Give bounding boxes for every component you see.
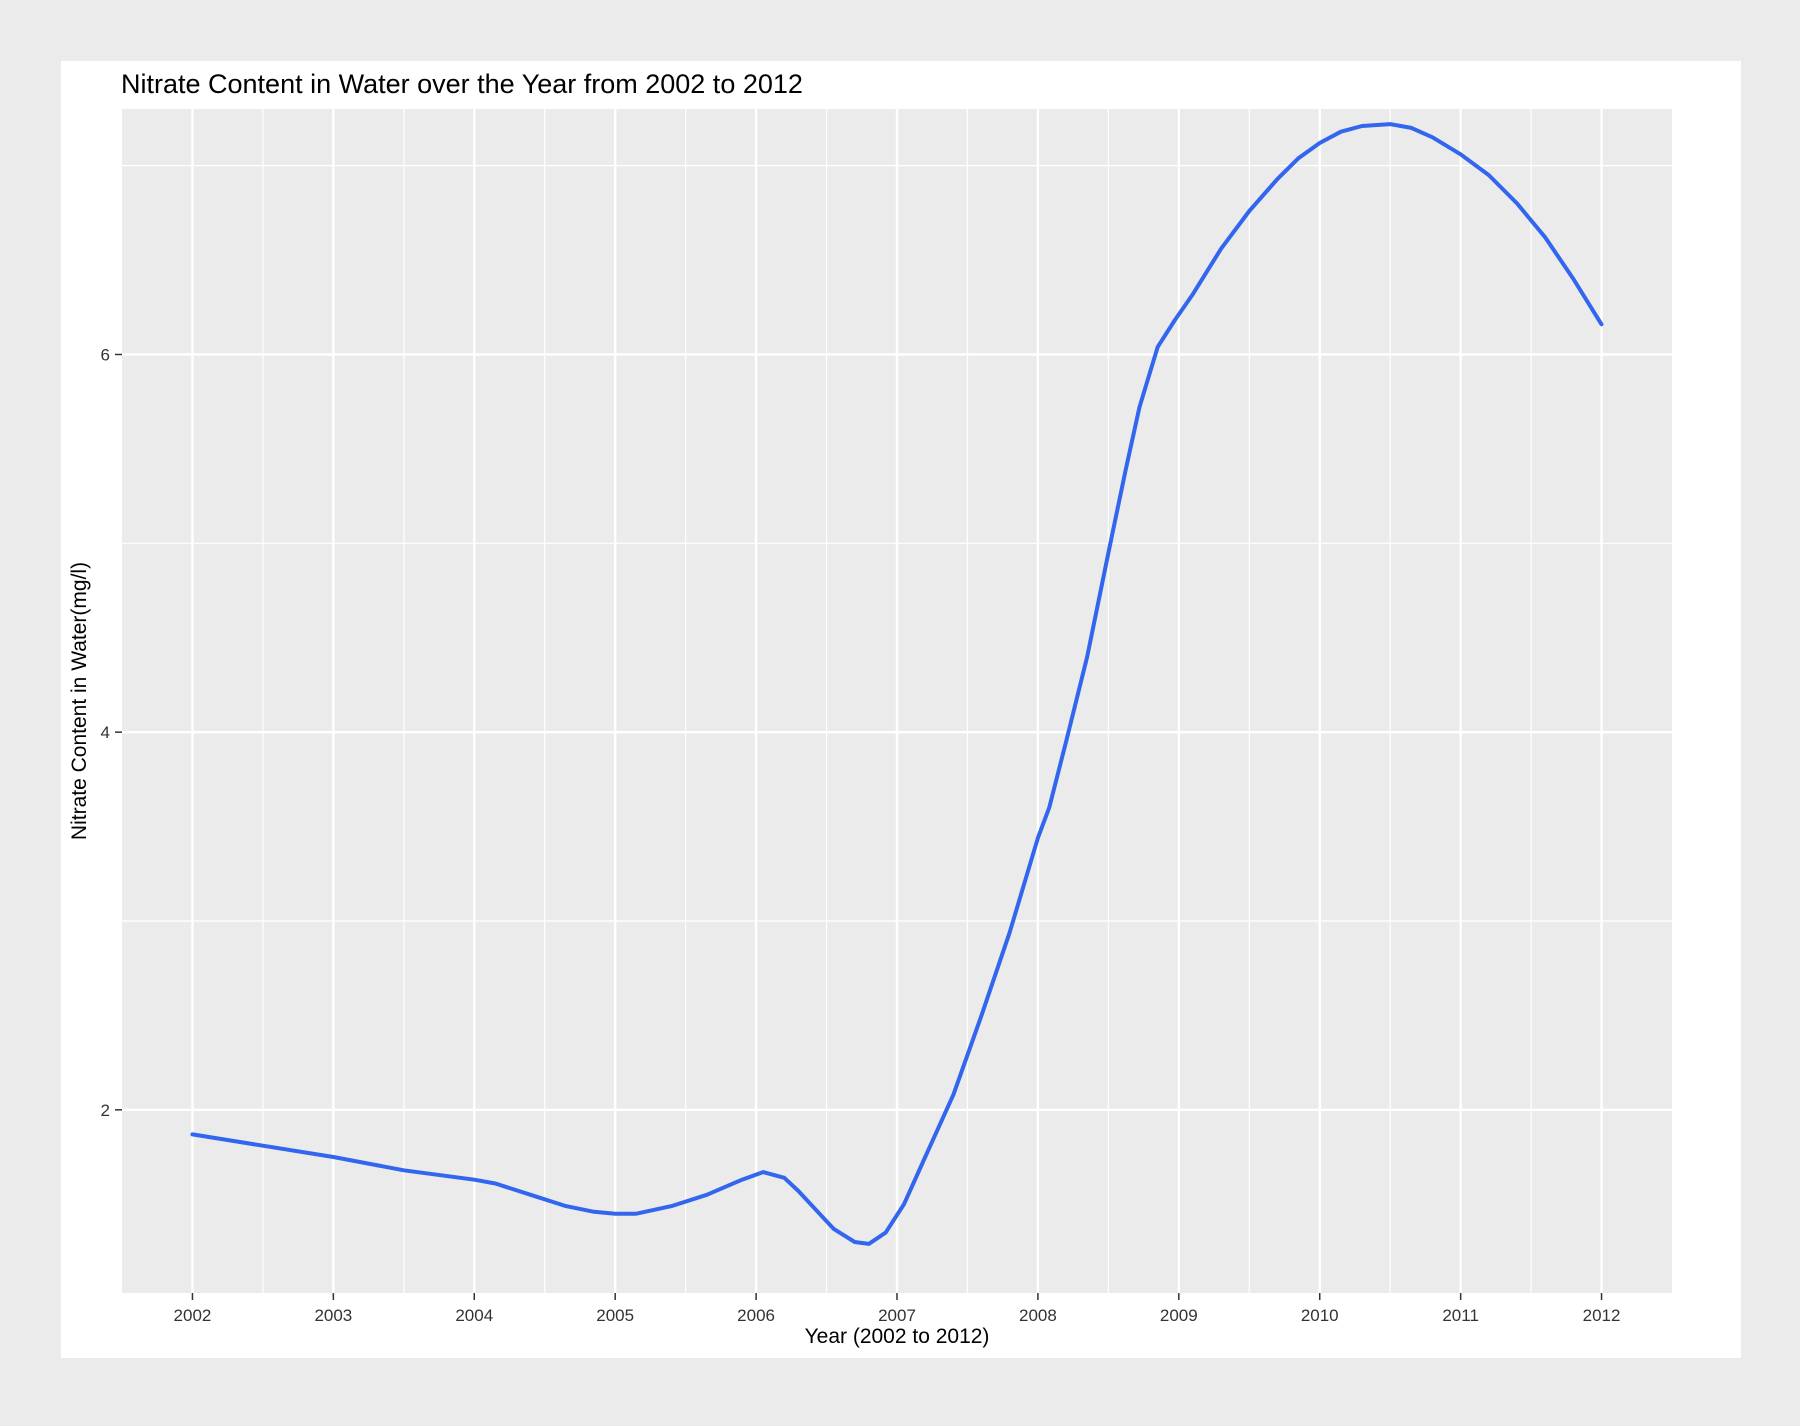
x-tick-label: 2008 (1019, 1306, 1057, 1325)
x-tick-label: 2004 (455, 1306, 493, 1325)
chart-card: Nitrate Content in Water over the Year f… (61, 61, 1741, 1358)
y-tick-label: 2 (101, 1101, 110, 1120)
x-tick-label: 2006 (737, 1306, 775, 1325)
y-tick-label: 4 (101, 723, 110, 742)
line-chart: Nitrate Content in Water over the Year f… (68, 69, 1672, 1348)
y-axis: 2 4 6 (101, 345, 122, 1120)
series-layer (190, 122, 1604, 1246)
x-tick-label: 2003 (314, 1306, 352, 1325)
x-tick-label: 2010 (1301, 1306, 1339, 1325)
x-tick-label: 2007 (878, 1306, 916, 1325)
chart-title: Nitrate Content in Water over the Year f… (121, 69, 803, 99)
major-gridlines (122, 109, 1672, 1293)
x-tick-label: 2011 (1442, 1306, 1479, 1325)
x-axis: 2002 2003 2004 2005 2006 2007 2008 2009 2010 2011… (174, 1293, 1621, 1325)
y-axis-title: Nitrate Content in Water(mg/l) (68, 562, 91, 840)
x-tick-label: 2012 (1583, 1306, 1621, 1325)
y-tick-label: 6 (101, 345, 110, 364)
x-tick-label: 2005 (596, 1306, 634, 1325)
series-line (190, 122, 1604, 1246)
x-axis-title: Year (2002 to 2012) (805, 1325, 990, 1348)
x-tick-label: 2009 (1160, 1306, 1198, 1325)
x-tick-label: 2002 (174, 1306, 212, 1325)
